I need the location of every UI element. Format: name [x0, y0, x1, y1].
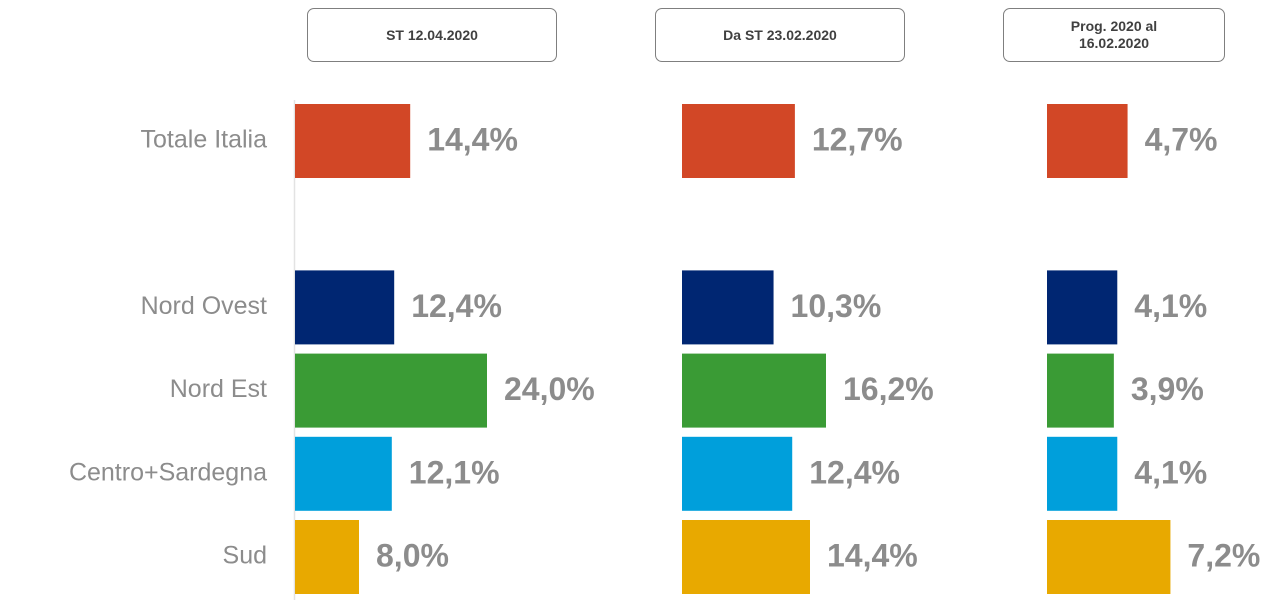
bar: [682, 104, 795, 178]
bar: [682, 353, 826, 428]
value-label: 4,7%: [1145, 121, 1218, 157]
panel-header: Prog. 2020 al 16.02.2020: [1003, 8, 1225, 62]
bar: [1047, 104, 1128, 178]
value-label: 4,1%: [1134, 454, 1207, 490]
value-label: 12,7%: [812, 121, 903, 157]
value-label: 3,9%: [1131, 371, 1204, 407]
bar: [295, 520, 359, 594]
bar: [1047, 436, 1118, 511]
bar: [295, 104, 411, 178]
panel-header: ST 12.04.2020: [307, 8, 557, 62]
bar: [1047, 353, 1114, 428]
value-label: 12,4%: [809, 454, 900, 490]
value-label: 10,3%: [791, 288, 882, 324]
bar: [682, 436, 793, 511]
panel-header: Da ST 23.02.2020: [655, 8, 905, 62]
value-label: 12,1%: [409, 454, 500, 490]
bar: [1047, 520, 1171, 594]
bar: [682, 270, 774, 345]
category-label: Nord Ovest: [141, 292, 267, 320]
bar: [295, 270, 395, 345]
category-label: Centro+Sardegna: [69, 458, 267, 486]
value-label: 7,2%: [1187, 537, 1260, 573]
value-label: 8,0%: [376, 537, 449, 573]
value-label: 14,4%: [427, 121, 518, 157]
value-label: 4,1%: [1134, 288, 1207, 324]
bar: [295, 353, 487, 428]
value-label: 12,4%: [411, 288, 502, 324]
value-label: 24,0%: [504, 371, 595, 407]
category-label: Sud: [223, 542, 267, 570]
category-label: Nord Est: [170, 375, 267, 403]
category-label: Totale Italia: [141, 126, 268, 154]
value-label: 14,4%: [827, 537, 918, 573]
bar: [295, 436, 392, 511]
value-label: 16,2%: [843, 371, 934, 407]
bar: [682, 520, 810, 594]
bar: [1047, 270, 1118, 345]
